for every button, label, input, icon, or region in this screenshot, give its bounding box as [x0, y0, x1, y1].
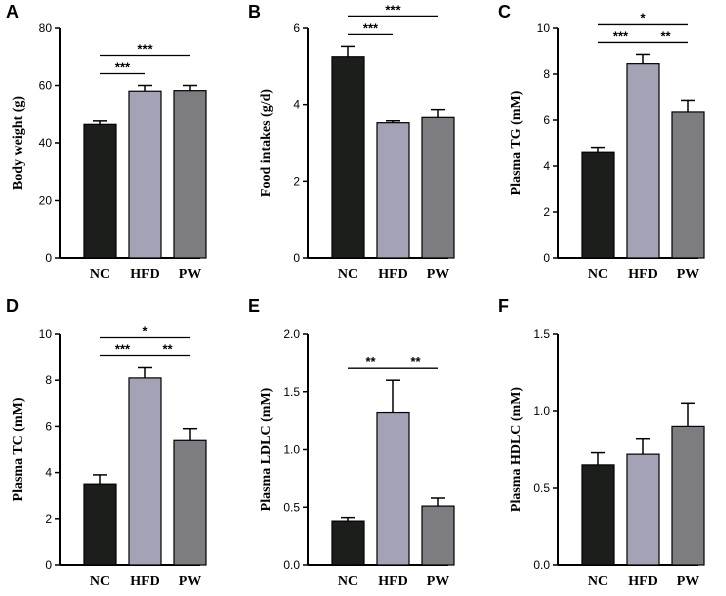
- x-tick-label: HFD: [378, 574, 408, 589]
- significance-label: **: [410, 354, 421, 369]
- y-axis-label: Plasma TC (mM): [11, 397, 26, 501]
- y-tick-label: 0.5: [533, 481, 550, 495]
- y-tick-label: 0.0: [283, 558, 300, 572]
- significance-label: ***: [385, 2, 401, 17]
- bar-nc: [581, 151, 615, 259]
- bar-pw: [421, 116, 455, 259]
- x-tick-label: HFD: [130, 574, 160, 589]
- x-tick-label: NC: [90, 267, 110, 282]
- x-tick-label: HFD: [628, 574, 658, 589]
- y-axis-label: Plasma TG (mM): [509, 90, 524, 195]
- x-tick-label: HFD: [628, 267, 658, 282]
- x-tick-label: PW: [677, 267, 700, 282]
- y-tick-label: 1.5: [283, 385, 300, 399]
- panel-e: E Plasma LDLC (mM) 0.0 0.5 1.0 1.5 2.0 NC HFD PW *…: [248, 296, 455, 589]
- significance-label: **: [365, 354, 376, 369]
- panel-letter: B: [248, 2, 261, 22]
- y-tick-label: 0.5: [283, 500, 300, 514]
- significance-label: ***: [115, 60, 131, 75]
- y-tick-label: 6: [293, 21, 300, 35]
- y-tick-label: 8: [543, 67, 550, 81]
- y-tick-label: 6: [543, 113, 550, 127]
- significance-label: ***: [137, 42, 153, 57]
- y-axis-label: Plasma HDLC (mM): [509, 387, 524, 513]
- y-tick-label: 60: [39, 79, 53, 93]
- panel-a: A Body weight (g) 0 20 40 60 80 NC HFD PW *** ***: [6, 2, 207, 282]
- panel-letter: A: [6, 2, 19, 22]
- bar-pw: [671, 425, 705, 566]
- bar-nc: [581, 464, 615, 566]
- significance-label: **: [660, 28, 671, 43]
- bar-pw: [173, 90, 207, 259]
- significance-label: **: [162, 341, 173, 356]
- x-tick-label: NC: [338, 574, 358, 589]
- bar-pw: [173, 439, 207, 566]
- y-tick-label: 1.5: [533, 327, 550, 341]
- y-tick-label: 2.0: [283, 327, 300, 341]
- y-tick-label: 1.0: [533, 404, 550, 418]
- bar-nc: [331, 520, 365, 566]
- x-tick-label: NC: [588, 574, 608, 589]
- y-tick-label: 8: [45, 373, 52, 387]
- y-tick-label: 2: [293, 174, 300, 188]
- panel-b: B Food intakes (g/d) 0 2 4 6 NC HFD PW *** ***: [248, 2, 455, 282]
- y-tick-label: 10: [537, 21, 551, 35]
- x-tick-label: PW: [179, 267, 202, 282]
- y-tick-label: 0: [45, 251, 52, 265]
- y-axis-label: Food intakes (g/d): [259, 89, 274, 197]
- bar-nc: [331, 56, 365, 259]
- x-tick-label: HFD: [378, 267, 408, 282]
- panel-letter: E: [248, 296, 260, 316]
- y-tick-label: 0: [543, 251, 550, 265]
- bar-hfd: [128, 377, 162, 566]
- bar-hfd: [626, 63, 660, 259]
- y-axis-label: Body weight (g): [11, 96, 26, 190]
- bar-pw: [421, 505, 455, 566]
- x-tick-label: PW: [677, 574, 700, 589]
- y-tick-label: 40: [39, 136, 53, 150]
- y-tick-label: 20: [39, 194, 53, 208]
- bar-hfd: [128, 90, 162, 259]
- y-tick-label: 6: [45, 419, 52, 433]
- bar-hfd: [376, 411, 410, 566]
- y-tick-label: 0: [293, 251, 300, 265]
- panel-f: F Plasma HDLC (mM) 0.0 0.5 1.0 1.5 NC HFD PW: [498, 296, 705, 589]
- significance-label: ***: [363, 20, 379, 35]
- y-tick-label: 10: [39, 327, 53, 341]
- x-tick-label: NC: [338, 267, 358, 282]
- y-tick-label: 1.0: [283, 443, 300, 457]
- bar-pw: [671, 111, 705, 259]
- x-tick-label: HFD: [130, 267, 160, 282]
- x-tick-label: PW: [179, 574, 202, 589]
- significance-label: ***: [115, 341, 131, 356]
- x-tick-label: NC: [588, 267, 608, 282]
- panel-letter: C: [498, 2, 511, 22]
- y-tick-label: 0.0: [533, 558, 550, 572]
- y-tick-label: 4: [543, 159, 550, 173]
- significance-label: *: [640, 10, 646, 25]
- panel-letter: D: [6, 296, 19, 316]
- bar-nc: [83, 483, 117, 566]
- y-tick-label: 0: [45, 558, 52, 572]
- y-tick-label: 4: [45, 466, 52, 480]
- y-tick-label: 80: [39, 21, 53, 35]
- x-tick-label: PW: [427, 574, 450, 589]
- y-tick-label: 2: [543, 205, 550, 219]
- bar-nc: [83, 123, 117, 259]
- bar-hfd: [626, 453, 660, 566]
- x-tick-label: PW: [427, 267, 450, 282]
- y-tick-label: 4: [293, 98, 300, 112]
- y-tick-label: 2: [45, 512, 52, 526]
- panel-letter: F: [498, 296, 509, 316]
- significance-label: *: [142, 323, 148, 338]
- bar-hfd: [376, 122, 410, 259]
- significance-label: ***: [613, 28, 629, 43]
- x-tick-label: NC: [90, 574, 110, 589]
- y-axis-label: Plasma LDLC (mM): [259, 387, 274, 511]
